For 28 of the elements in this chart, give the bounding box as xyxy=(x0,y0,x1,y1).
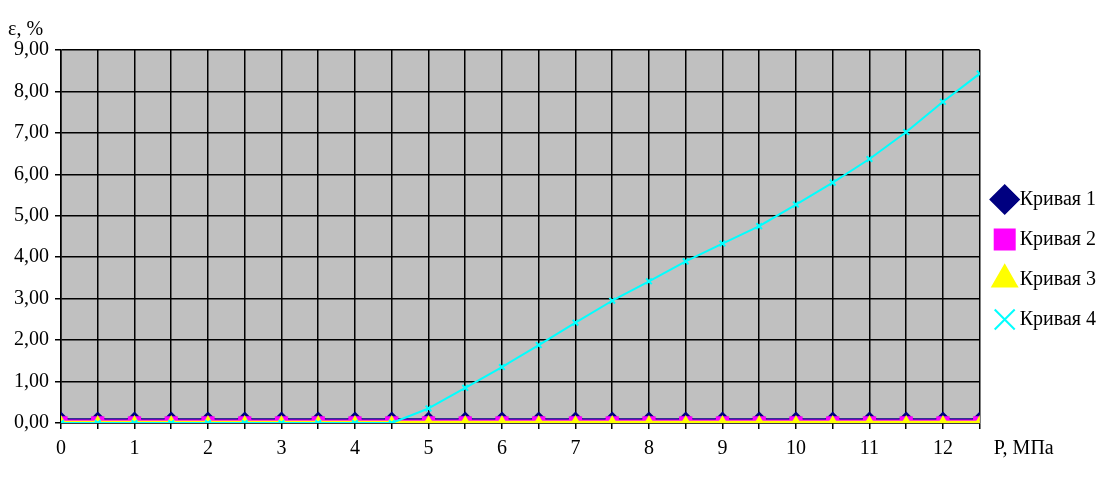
x-tick-label: 12 xyxy=(932,436,953,459)
x-tick-label: 6 xyxy=(496,436,507,459)
x-tick-label: 11 xyxy=(859,436,880,459)
y-tick-label: 3,00 xyxy=(14,285,49,308)
x-tick-label: 10 xyxy=(785,436,806,459)
x-tick-label: 9 xyxy=(717,436,728,459)
y-tick-label: 5,00 xyxy=(14,203,49,226)
y-tick-label: 7,00 xyxy=(14,120,49,143)
legend-label: Кривая 1 xyxy=(1019,186,1097,210)
legend-label: Кривая 2 xyxy=(1019,226,1097,250)
legend-label: Кривая 3 xyxy=(1019,266,1097,290)
y-tick-label: 8,00 xyxy=(14,78,49,101)
y-tick-label: 2,00 xyxy=(14,327,49,350)
y-tick-label: 1,00 xyxy=(14,368,49,391)
y-tick-label: 0,00 xyxy=(14,410,49,433)
x-tick-label: 4 xyxy=(349,436,360,459)
y-axis-title: ε, % xyxy=(8,17,44,40)
y-tick-label: 6,00 xyxy=(14,161,49,184)
x-tick-label: 7 xyxy=(570,436,581,459)
x-tick-label: 0 xyxy=(56,436,66,459)
x-tick-label: 2 xyxy=(202,436,213,459)
y-tick-label: 4,00 xyxy=(14,244,49,267)
x-tick-label: 3 xyxy=(276,436,287,459)
legend-label: Кривая 4 xyxy=(1019,306,1097,330)
x-tick-label: 1 xyxy=(129,436,140,459)
x-tick-label: 8 xyxy=(643,436,654,459)
x-tick-label: 5 xyxy=(423,436,434,459)
x-axis-title: P, МПа xyxy=(993,436,1054,459)
